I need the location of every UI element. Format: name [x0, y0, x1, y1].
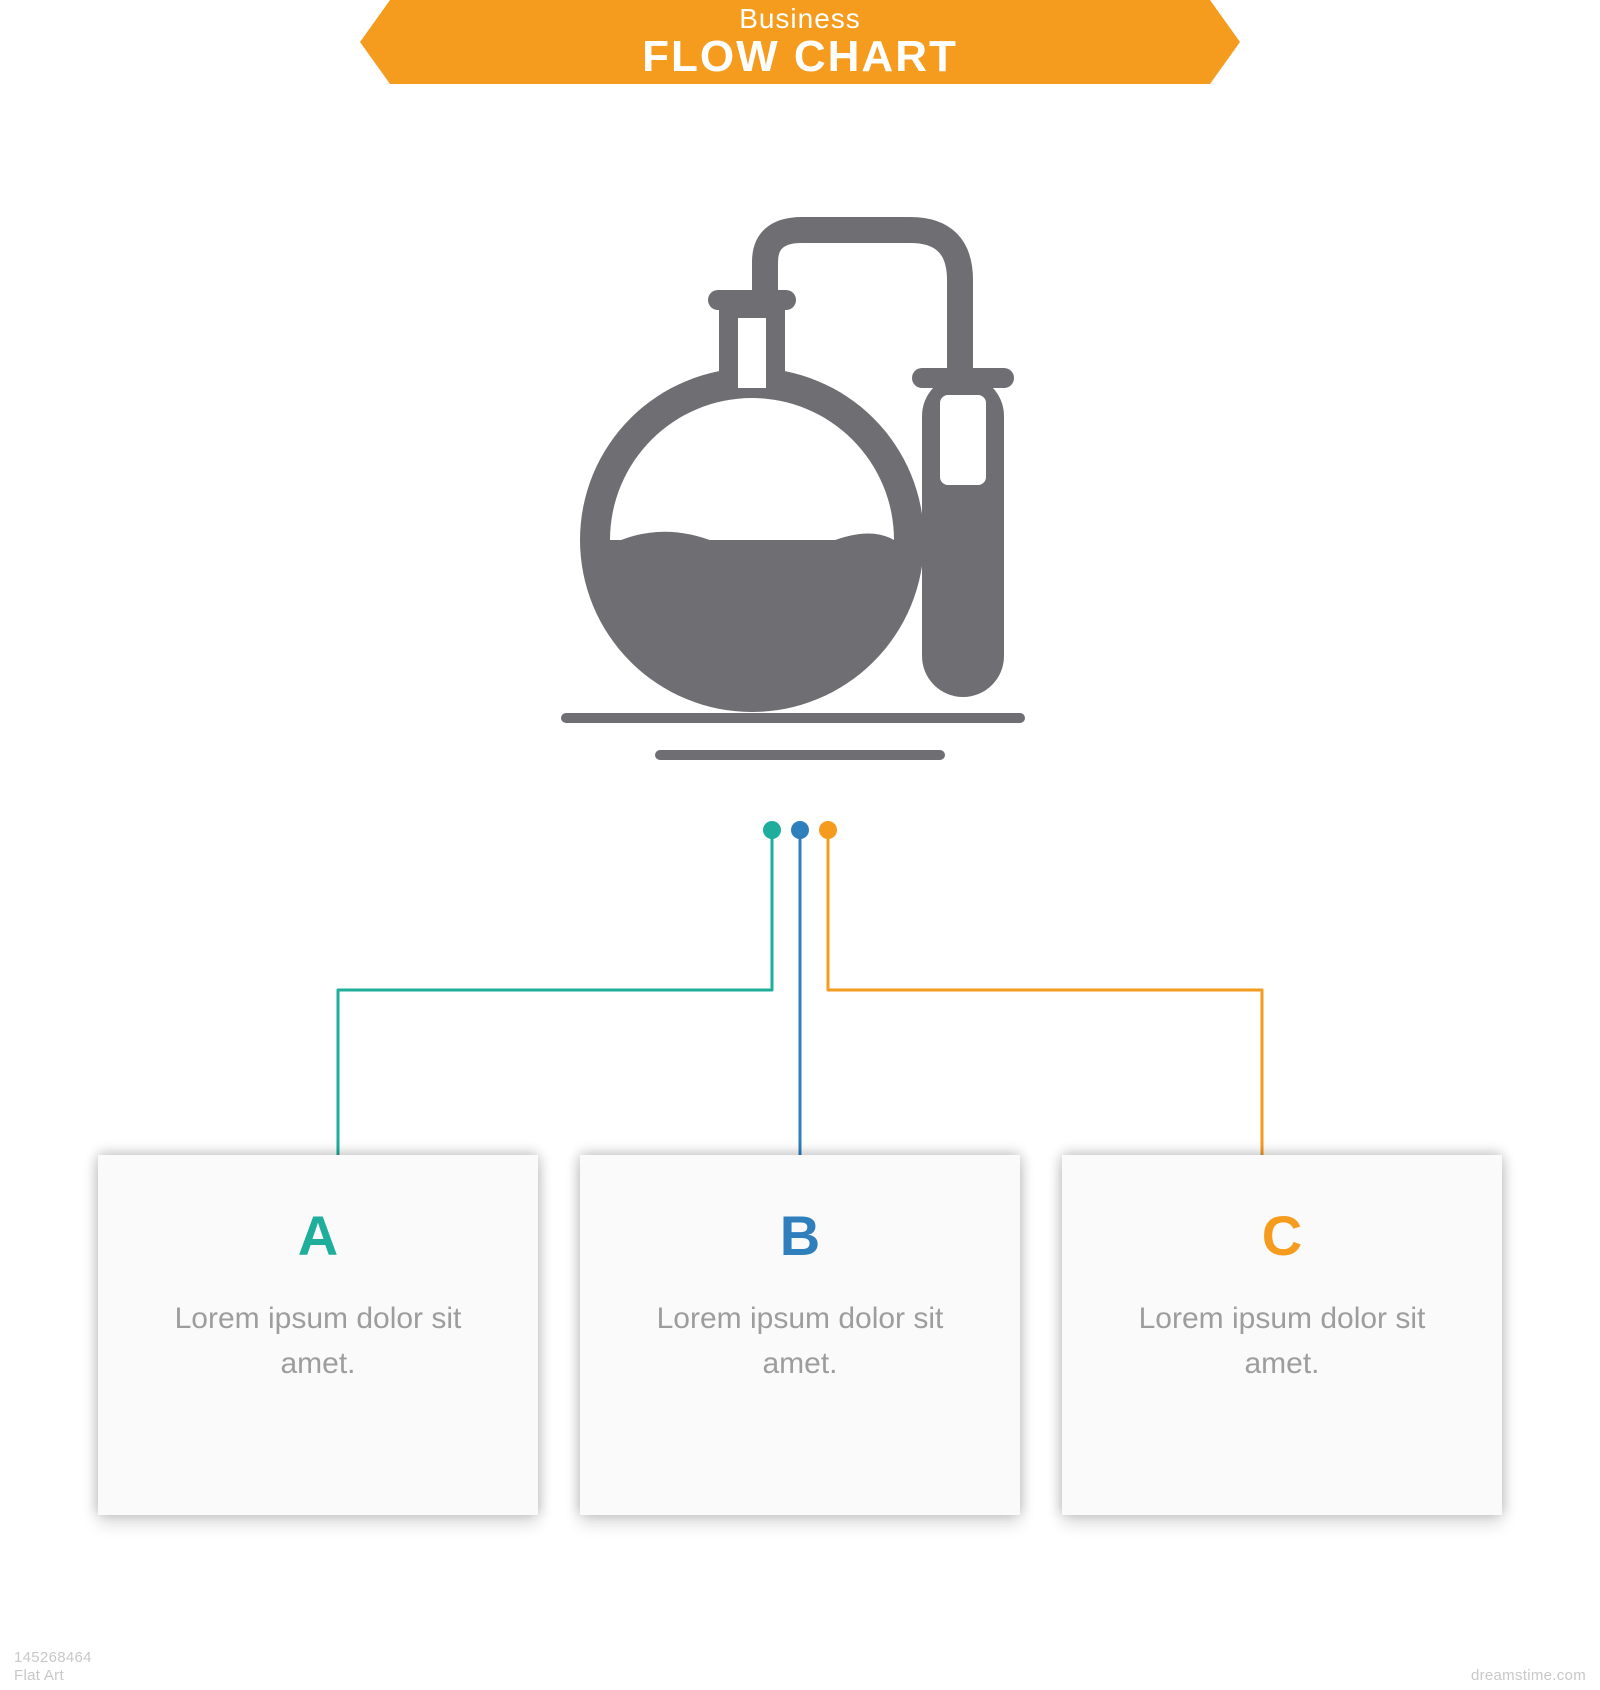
step-body: Lorem ipsum dolor sit amet.: [622, 1296, 978, 1386]
step-letter: B: [622, 1203, 978, 1268]
card-row: A Lorem ipsum dolor sit amet. B Lorem ip…: [0, 1155, 1600, 1595]
header-title: Business FLOW CHART: [642, 4, 958, 80]
step-body: Lorem ipsum dolor sit amet.: [1104, 1296, 1460, 1386]
watermark-id: 145268464: [14, 1649, 92, 1666]
chemistry-flask-icon: [540, 210, 1060, 770]
step-letter: A: [140, 1203, 496, 1268]
step-letter: C: [1104, 1203, 1460, 1268]
flow-connectors: [0, 810, 1600, 1165]
step-card-a: A Lorem ipsum dolor sit amet.: [98, 1155, 538, 1515]
header-ribbon: Business FLOW CHART: [390, 0, 1210, 84]
step-card-c: C Lorem ipsum dolor sit amet.: [1062, 1155, 1502, 1515]
watermark-site: dreamstime.com: [1471, 1667, 1586, 1684]
step-card-b: B Lorem ipsum dolor sit amet.: [580, 1155, 1020, 1515]
header-title-small: Business: [642, 4, 958, 33]
step-body: Lorem ipsum dolor sit amet.: [140, 1296, 496, 1386]
watermark-author: Flat Art: [14, 1667, 64, 1684]
header-title-big: FLOW CHART: [642, 34, 958, 80]
